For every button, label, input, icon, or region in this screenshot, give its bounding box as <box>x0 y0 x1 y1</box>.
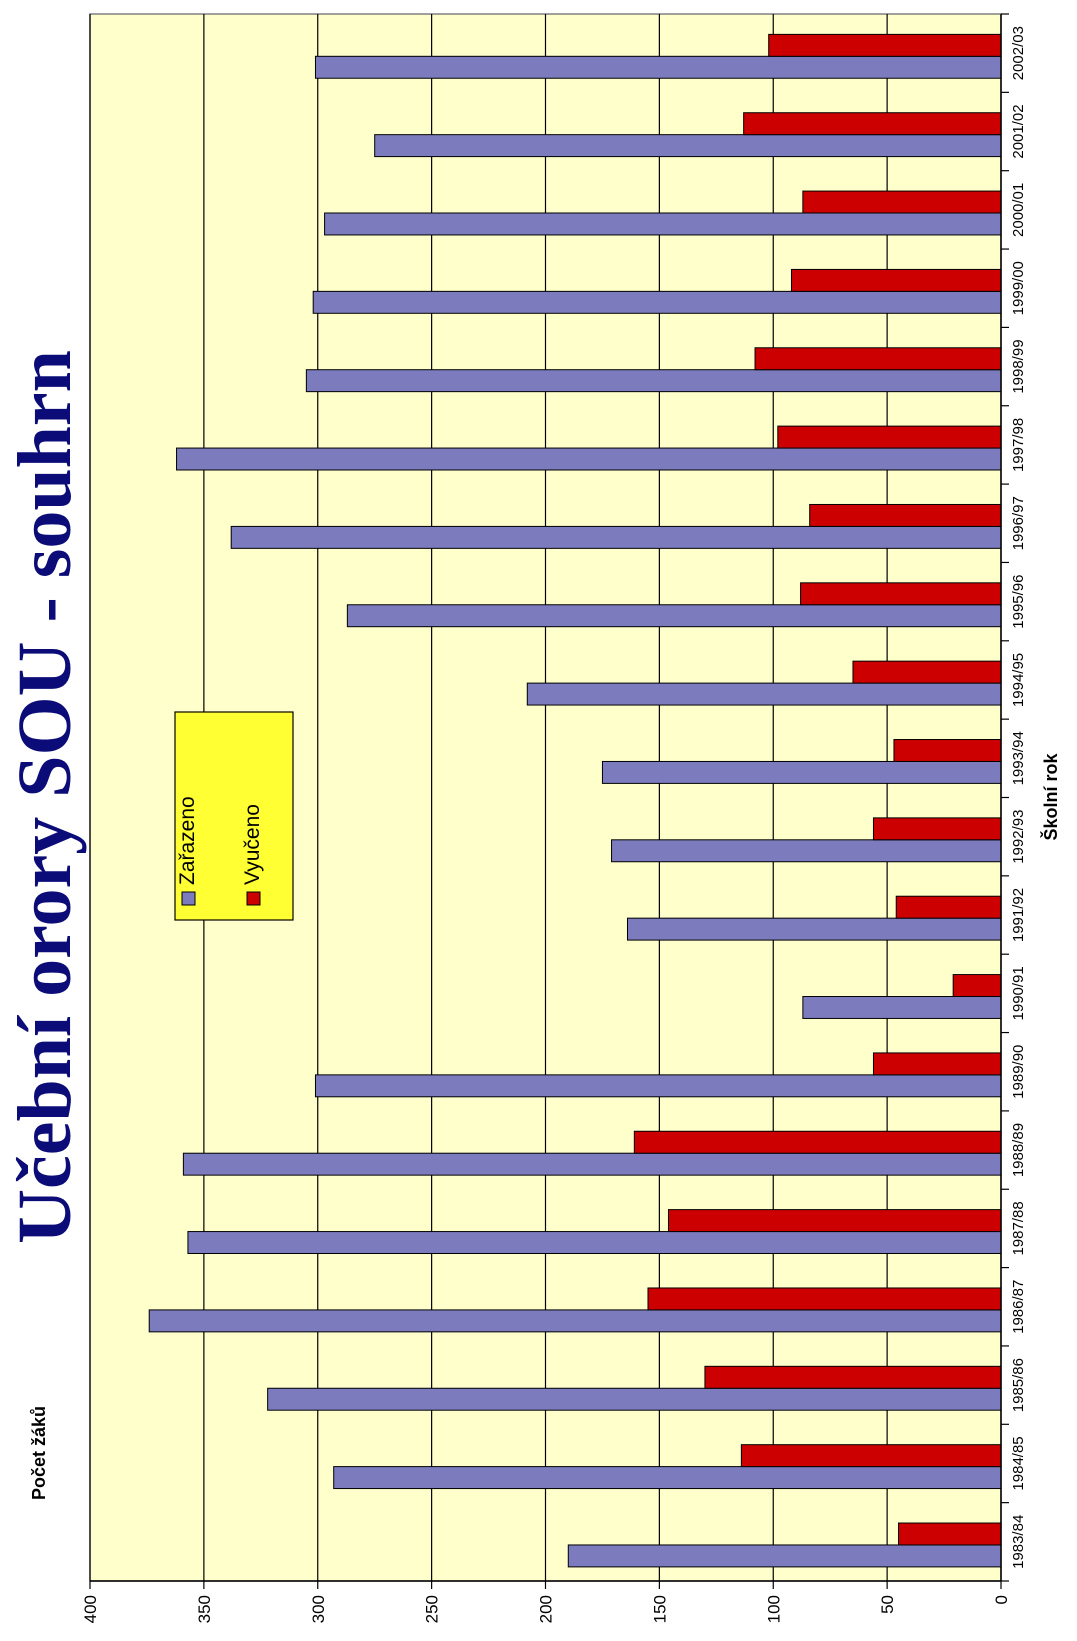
bar-vyuceno <box>633 1130 1002 1154</box>
bar-zarazeno <box>305 369 1002 393</box>
category-tick-label: 1990/91 <box>1010 966 1027 1020</box>
bar-zarazeno <box>187 1231 1002 1254</box>
bar-vyuceno <box>852 660 1002 684</box>
bar-zarazeno <box>601 760 1002 784</box>
bar-zarazeno <box>567 1544 1002 1568</box>
category-tick-label: 1989/90 <box>1010 1045 1027 1099</box>
bar-vyuceno <box>704 1365 1002 1389</box>
bar-vyuceno <box>872 817 1002 841</box>
bar-zarazeno <box>526 682 1002 706</box>
category-tick-label: 1997/98 <box>1010 418 1027 472</box>
bar-zarazeno <box>314 1074 1002 1098</box>
category-tick-label: 2000/01 <box>1010 183 1027 237</box>
bar-vyuceno <box>952 974 1002 998</box>
legend-label-zarazeno: Zařazeno <box>176 796 199 885</box>
value-tick-label: 50 <box>878 1595 897 1614</box>
y-axis-title: Počet žáků <box>29 1406 49 1500</box>
value-tick-label: 300 <box>309 1595 328 1623</box>
bar-zarazeno <box>346 604 1002 628</box>
bar-vyuceno <box>743 112 1002 136</box>
category-tick-label: 2001/02 <box>1010 104 1027 158</box>
value-tick-label: 0 <box>992 1595 1011 1604</box>
bar-zarazeno <box>267 1387 1002 1411</box>
category-tick-label: 1991/92 <box>1010 888 1027 942</box>
bar-vyuceno <box>895 895 1002 919</box>
bar-zarazeno <box>230 525 1002 549</box>
bar-vyuceno <box>898 1522 1002 1546</box>
bar-vyuceno <box>809 503 1002 527</box>
bar-vyuceno <box>872 1052 1002 1076</box>
bar-vyuceno <box>893 739 1002 762</box>
value-tick-label: 100 <box>764 1595 783 1623</box>
bar-vyuceno <box>790 268 1002 292</box>
bar-zarazeno <box>802 996 1002 1019</box>
chart-title: Učební orory SOU - souhrn <box>3 350 87 1244</box>
category-tick-label: 2002/03 <box>1010 26 1027 80</box>
legend-swatch-zarazeno <box>181 891 196 906</box>
category-tick-label: 1999/00 <box>1010 261 1027 315</box>
bar-vyuceno <box>768 33 1002 57</box>
x-axis-title: Školní rok <box>1040 753 1061 841</box>
bar-zarazeno <box>148 1309 1002 1333</box>
category-tick-label: 1998/99 <box>1010 339 1027 393</box>
legend: Zařazeno Vyučeno <box>174 711 294 921</box>
category-tick-label: 1987/88 <box>1010 1201 1027 1255</box>
bar-vyuceno <box>754 347 1002 371</box>
category-tick-label: 1984/85 <box>1010 1436 1027 1490</box>
bar-zarazeno <box>314 55 1002 79</box>
bar-zarazeno <box>324 212 1002 236</box>
category-ticks: 1983/84 1984/85 1985/86 1986/87 1987/88 1988/… <box>1001 13 1027 1582</box>
value-tick-label: 250 <box>423 1595 442 1623</box>
bar-zarazeno <box>626 917 1002 941</box>
category-tick-label: 1993/94 <box>1010 731 1027 785</box>
bar-vyuceno <box>740 1444 1002 1468</box>
bar-zarazeno <box>176 447 1002 471</box>
category-tick-label: 1986/87 <box>1010 1280 1027 1334</box>
bar-vyuceno <box>800 582 1002 606</box>
bar-zarazeno <box>333 1466 1002 1490</box>
bar-vyuceno <box>667 1209 1002 1233</box>
bar-zarazeno <box>374 134 1002 158</box>
legend-swatch-vyuceno <box>246 891 261 906</box>
bars <box>148 33 1002 1568</box>
category-tick-label: 1994/95 <box>1010 653 1027 707</box>
bar-vyuceno <box>802 190 1002 214</box>
value-tick-label: 350 <box>195 1595 214 1623</box>
category-tick-label: 1996/97 <box>1010 496 1027 550</box>
category-tick-label: 1992/93 <box>1010 810 1027 864</box>
bar-zarazeno <box>312 290 1002 314</box>
category-tick-label: 1983/84 <box>1010 1515 1027 1569</box>
legend-label-vyuceno: Vyučeno <box>241 804 264 885</box>
bar-zarazeno <box>611 839 1002 863</box>
value-tick-label: 200 <box>537 1595 556 1623</box>
value-ticks: 0 50 100 150 200 250 300 350 400 <box>81 1581 1011 1623</box>
value-tick-label: 150 <box>650 1595 669 1623</box>
bar-vyuceno <box>647 1287 1002 1311</box>
value-tick-label: 400 <box>81 1595 100 1623</box>
category-tick-label: 1985/86 <box>1010 1358 1027 1412</box>
bar-zarazeno <box>182 1152 1002 1176</box>
category-tick-label: 1995/96 <box>1010 575 1027 629</box>
bar-vyuceno <box>777 425 1002 449</box>
legend-box <box>174 711 294 921</box>
category-tick-label: 1988/89 <box>1010 1123 1027 1177</box>
